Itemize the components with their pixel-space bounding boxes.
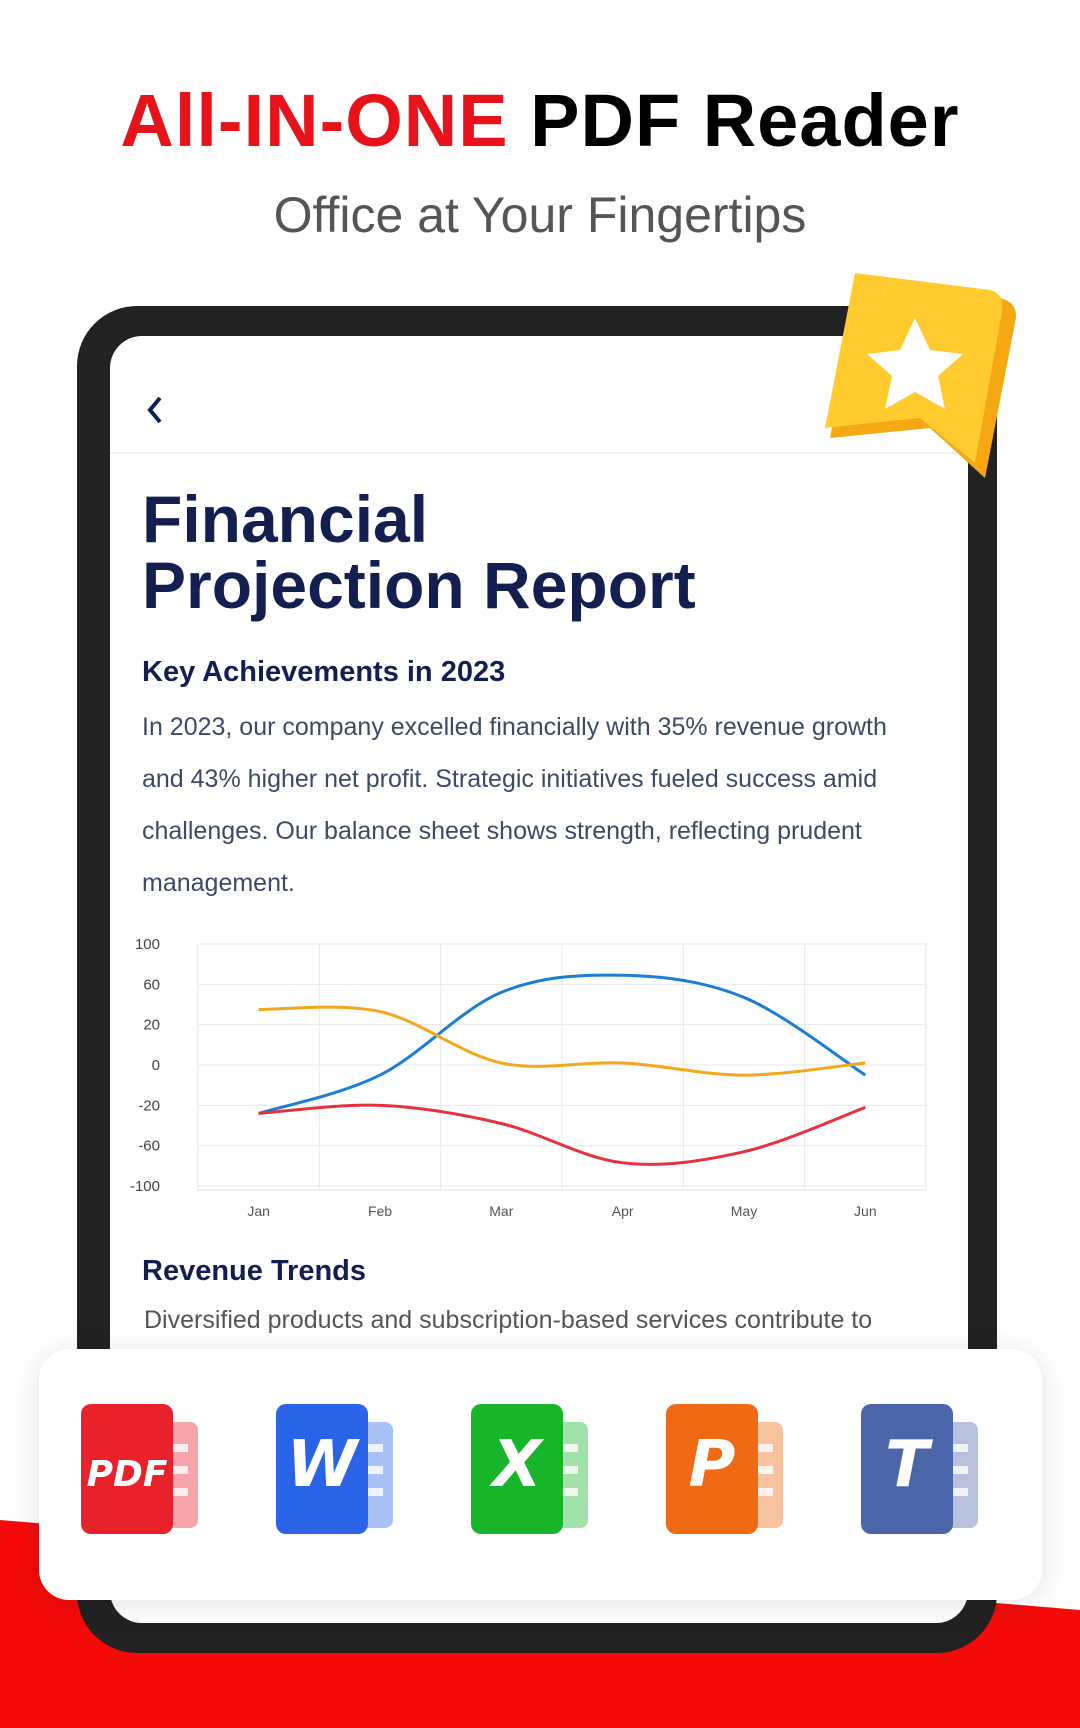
- icon-front: [81, 1404, 173, 1534]
- bookmark-icon: [825, 273, 1016, 478]
- title-rest: PDF Reader: [530, 79, 960, 162]
- section-heading: Revenue Trends: [142, 1255, 367, 1287]
- icon-front: [666, 1404, 758, 1534]
- icon-line: [166, 1444, 188, 1452]
- icon-line: [556, 1488, 578, 1496]
- icon-line: [751, 1488, 773, 1496]
- icon-label: X: [488, 1428, 544, 1502]
- x-tick-label: Jan: [247, 1203, 270, 1219]
- x-tick-label: Apr: [612, 1203, 634, 1219]
- icon-label: P: [689, 1428, 736, 1502]
- format-icon[interactable]: X: [471, 1404, 588, 1534]
- format-icon[interactable]: T: [861, 1404, 978, 1534]
- doc-title: Financial Projection Report: [142, 486, 696, 618]
- doc-title-line: Financial: [142, 482, 429, 556]
- icon-line: [751, 1466, 773, 1474]
- title-highlight: All-IN-ONE: [120, 79, 509, 162]
- icon-line: [946, 1444, 968, 1452]
- x-tick-label: Jun: [854, 1203, 877, 1219]
- icon-front: [276, 1404, 368, 1534]
- icon-line: [556, 1444, 578, 1452]
- series-line: [258, 1005, 866, 1077]
- icon-line: [166, 1488, 188, 1496]
- icon-line: [166, 1466, 188, 1474]
- icon-line: [361, 1444, 383, 1452]
- section-heading: Key Achievements in 2023: [142, 656, 506, 688]
- icon-line: [946, 1466, 968, 1474]
- icon-front: [471, 1404, 563, 1534]
- x-tick-label: May: [731, 1203, 757, 1219]
- y-tick-label: 0: [152, 1057, 160, 1074]
- toolbar: [110, 396, 968, 454]
- series-line: [258, 1103, 866, 1166]
- icon-label: PDF: [87, 1454, 168, 1495]
- y-tick-label: -100: [130, 1178, 160, 1195]
- subtitle: Office at Your Fingertips: [273, 187, 807, 243]
- doc-title-line: Projection Report: [142, 548, 696, 622]
- x-tick-label: Mar: [489, 1203, 513, 1219]
- app-title: All-IN-ONE PDF Reader: [0, 78, 1080, 163]
- format-icon[interactable]: W: [276, 1404, 393, 1534]
- icon-line: [556, 1466, 578, 1474]
- y-tick-label: -60: [138, 1138, 160, 1155]
- paragraph: In 2023, our company excelled financiall…: [142, 713, 887, 897]
- icon-front: [861, 1404, 953, 1534]
- icon-line: [361, 1466, 383, 1474]
- format-card: PDF W X P T: [39, 1349, 1042, 1600]
- y-tick-label: 60: [143, 976, 160, 993]
- y-tick-label: -20: [138, 1097, 160, 1114]
- icon-line: [361, 1488, 383, 1496]
- icon-label: T: [885, 1428, 933, 1502]
- series-line: [258, 973, 867, 1115]
- icon-label: W: [287, 1428, 361, 1502]
- icon-line: [946, 1488, 968, 1496]
- format-icon[interactable]: PDF: [81, 1404, 198, 1534]
- icon-line: [751, 1444, 773, 1452]
- paragraph: Diversified products and subscription-ba…: [144, 1306, 873, 1334]
- format-icon[interactable]: P: [666, 1404, 783, 1534]
- back-button[interactable]: [147, 396, 162, 424]
- format-icons: PDF W X P T: [81, 1404, 978, 1534]
- y-tick-label: 20: [143, 1017, 160, 1034]
- chart: 100 60 20 0 -20 -60 -100 Jan Feb Mar Apr May Jun: [130, 936, 927, 1219]
- y-tick-label: 100: [135, 936, 160, 953]
- x-tick-label: Feb: [368, 1203, 392, 1219]
